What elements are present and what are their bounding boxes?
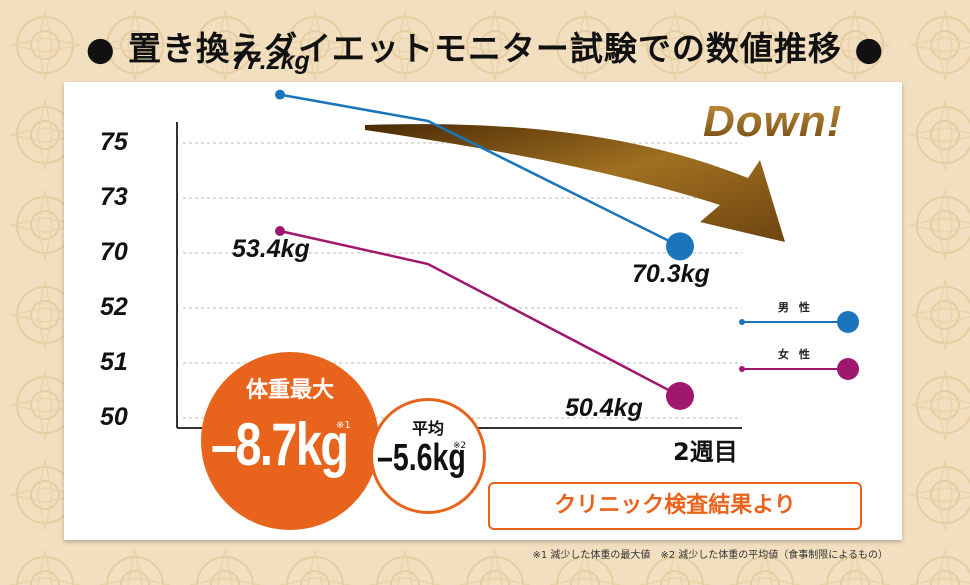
legend-label-male: 男 性	[778, 301, 813, 314]
max-loss-title: 体重最大	[245, 378, 334, 403]
data-label-start: 53.4kg	[232, 235, 310, 263]
legend-label-female: 女 性	[778, 348, 813, 361]
max-loss-badge: 体重最大 –8.7kg ※1	[201, 352, 379, 530]
data-label-end: 70.3kg	[632, 260, 710, 289]
down-annotation: Down!	[703, 97, 843, 146]
avg-loss-value: –5.6kg	[377, 437, 466, 479]
avg-loss-title: 平均	[411, 419, 444, 438]
y-tick-label: 51	[100, 348, 128, 376]
clinic-results-label: クリニック検査結果より	[488, 482, 862, 530]
data-point	[666, 382, 694, 410]
legend-dot	[739, 319, 745, 325]
legend-marker	[837, 358, 859, 380]
max-loss-note: ※1	[336, 420, 351, 431]
x-axis-label: 2週目	[673, 438, 738, 466]
avg-loss-badge: 平均 –5.6kg ※2	[370, 398, 486, 514]
data-point	[275, 89, 285, 100]
max-loss-value: –8.7kg	[211, 411, 349, 478]
data-point	[275, 226, 285, 236]
legend-marker	[837, 311, 859, 333]
y-tick-label: 70	[100, 238, 128, 266]
down-arrow-icon	[365, 124, 785, 242]
data-label-end: 50.4kg	[565, 394, 643, 422]
series-line	[279, 229, 681, 398]
footnote: ※1 減少した体重の最大値 ※2 減少した体重の平均値（食事制限によるもの）	[532, 550, 888, 561]
data-label-start: 77.2kg	[232, 46, 310, 75]
y-tick-label: 52	[100, 293, 128, 321]
page-title: ● 置き換えダイエットモニター試験での数値推移 ●	[85, 29, 885, 68]
avg-loss-note: ※2	[453, 441, 467, 451]
y-tick-label: 50	[100, 403, 128, 431]
y-tick-label: 75	[100, 128, 128, 156]
data-point	[666, 232, 694, 261]
y-tick-label: 73	[100, 183, 128, 211]
legend-dot	[739, 366, 745, 372]
series-line	[279, 93, 681, 248]
